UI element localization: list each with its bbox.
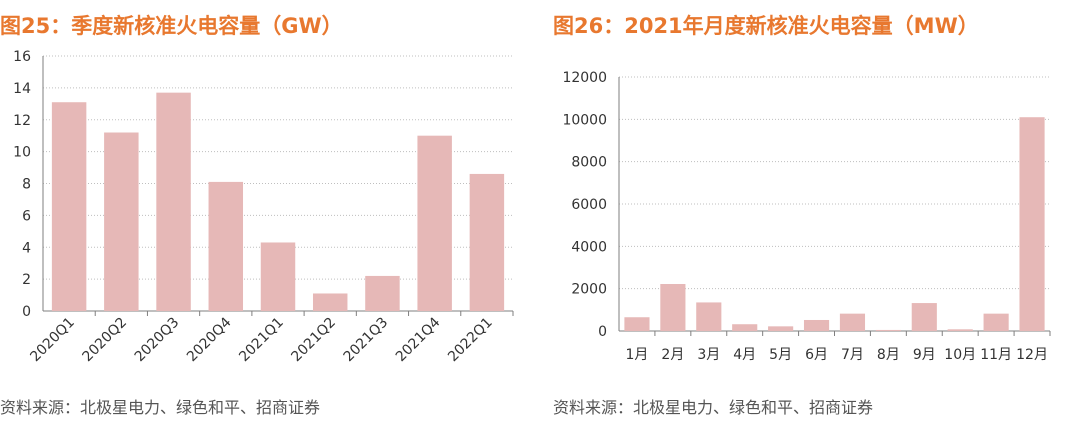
- bar: [1019, 117, 1045, 331]
- y-tick-label: 2: [22, 272, 31, 288]
- bar: [51, 102, 87, 311]
- chart-title: 图26：2021年月度新核准火电容量（MW）: [553, 14, 979, 38]
- y-tick-label: 12000: [562, 70, 607, 86]
- y-tick-label: 16: [13, 49, 31, 65]
- x-tick-label: 3月: [697, 347, 720, 363]
- chart-title: 图25：季度新核准火电容量（GW）: [0, 14, 343, 38]
- bar: [696, 302, 722, 331]
- y-tick-label: 14: [13, 81, 31, 97]
- y-tick-label: 8000: [571, 155, 607, 171]
- bar: [911, 303, 937, 331]
- bar: [208, 181, 244, 311]
- chart-panel-quarterly: 图25：季度新核准火电容量（GW） 0 2 4 6 8 10 12 14 16 2020Q1 202…: [0, 0, 530, 426]
- x-tick-label: 2020Q4: [184, 314, 235, 365]
- bar: [624, 317, 650, 331]
- x-tick-label: 2月: [661, 347, 684, 363]
- x-tick-label: 2020Q1: [27, 315, 78, 366]
- bar: [469, 173, 505, 311]
- x-tick-label: 7月: [841, 347, 864, 363]
- x-tick-label: 2021Q4: [393, 314, 444, 365]
- y-tick-label: 0: [22, 304, 31, 320]
- y-tick-label: 10000: [562, 112, 607, 128]
- bar: [839, 313, 866, 331]
- y-tick-label: 6: [22, 208, 31, 224]
- y-tick-label: 12: [13, 113, 31, 129]
- source-note: 资料来源：北极星电力、绿色和平、招商证券: [553, 398, 874, 417]
- y-tick-label: 8: [22, 177, 31, 193]
- x-tick-label: 11月: [980, 347, 1012, 363]
- bar: [660, 284, 686, 331]
- bar: [768, 326, 794, 331]
- x-tick-label: 2022Q1: [445, 315, 496, 366]
- bar: [947, 329, 973, 331]
- x-tick-label: 2021Q2: [288, 315, 339, 366]
- x-tick-label: 8月: [877, 347, 900, 363]
- bar: [417, 135, 452, 311]
- bar: [983, 313, 1009, 331]
- x-tick-label: 1月: [625, 347, 648, 363]
- x-tick-label: 2020Q3: [132, 315, 183, 366]
- x-tick-label: 4月: [733, 347, 756, 363]
- x-tick-label: 2020Q2: [80, 315, 131, 366]
- x-tick-label: 9月: [913, 347, 936, 363]
- y-tick-label: 4000: [571, 239, 607, 255]
- bar: [104, 132, 139, 311]
- y-tick-label: 2000: [571, 282, 607, 298]
- y-tick-label: 6000: [571, 197, 607, 213]
- y-tick-label: 4: [22, 240, 31, 256]
- x-tick-label: 5月: [769, 347, 792, 363]
- x-tick-label: 2021Q3: [341, 315, 392, 366]
- bar: [732, 324, 758, 331]
- x-tick-label: 2021Q1: [236, 315, 287, 366]
- bar: [312, 293, 348, 311]
- source-note: 资料来源：北极星电力、绿色和平、招商证券: [0, 398, 321, 417]
- bar: [875, 329, 901, 331]
- x-tick-label: 6月: [805, 347, 828, 363]
- x-tick-label: 12月: [1016, 347, 1048, 363]
- bar: [365, 275, 400, 311]
- y-tick-label: 10: [13, 145, 31, 161]
- x-tick-label: 10月: [944, 347, 976, 363]
- bar: [260, 242, 296, 311]
- bar: [156, 92, 191, 311]
- bar: [803, 319, 830, 331]
- chart-panel-monthly: 图26：2021年月度新核准火电容量（MW） 0 2000 4000 6000 8000…: [553, 0, 1080, 426]
- monthly-bar-chart: 0 2000 4000 6000 8000 10000 12000 1月 2月 3月 4月 5月 6月 7…: [562, 70, 1051, 363]
- y-tick-label: 0: [598, 324, 607, 340]
